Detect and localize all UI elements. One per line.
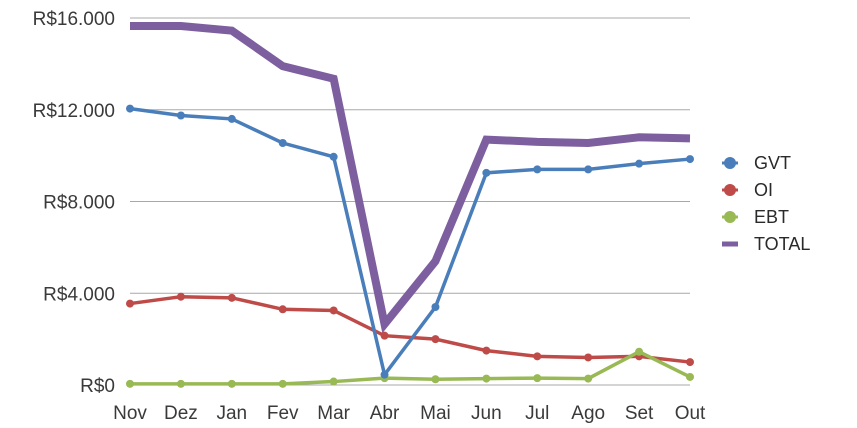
data-point-gvt xyxy=(278,139,287,148)
series-line-ebt xyxy=(130,349,691,386)
data-point-ebt xyxy=(635,347,644,356)
data-point-ebt xyxy=(584,374,593,383)
data-point-oi xyxy=(686,358,694,367)
y-tick-label: R$8.000 xyxy=(43,193,115,214)
data-point-oi xyxy=(431,335,440,344)
data-point-gvt xyxy=(126,104,134,113)
y-tick-label: R$12.000 xyxy=(33,101,115,122)
data-point-gvt xyxy=(584,165,593,174)
x-tick-label: Jul xyxy=(525,403,549,424)
grid-lines xyxy=(130,17,690,386)
series-ebt xyxy=(126,347,694,388)
x-tick-label: Mar xyxy=(317,403,350,424)
x-tick-label: Jun xyxy=(471,403,502,424)
legend-item-oi: OI xyxy=(722,180,773,200)
data-point-ebt xyxy=(126,379,134,388)
data-point-ebt xyxy=(329,377,338,386)
data-point-gvt xyxy=(176,111,185,120)
data-point-oi xyxy=(176,292,185,301)
x-tick-label: Ago xyxy=(571,403,605,424)
legend-label: EBT xyxy=(754,207,789,227)
legend-label: GVT xyxy=(754,153,791,173)
data-point-oi xyxy=(278,305,287,314)
y-tick-label: R$4.000 xyxy=(43,284,115,305)
x-tick-label: Mai xyxy=(420,403,451,424)
y-tick-label: R$16.000 xyxy=(33,9,115,30)
data-point-oi xyxy=(584,353,593,362)
legend-swatch-marker xyxy=(724,184,736,196)
data-point-ebt xyxy=(278,379,287,388)
data-point-oi xyxy=(533,352,542,361)
x-tick-label: Abr xyxy=(370,403,400,424)
legend-label: TOTAL xyxy=(754,234,810,254)
data-point-gvt xyxy=(329,152,338,161)
x-axis-tick-labels: Nov Dez Jan Fev Mar Abr Mai Jun Jul Ago Set Out xyxy=(113,403,706,424)
x-tick-label: Dez xyxy=(164,403,198,424)
legend-item-gvt: GVT xyxy=(722,153,791,173)
data-point-ebt xyxy=(533,374,542,383)
series-lines xyxy=(126,22,694,388)
data-point-gvt xyxy=(431,303,440,312)
data-point-oi xyxy=(126,299,134,308)
data-point-oi xyxy=(380,331,389,340)
legend-swatch-marker xyxy=(724,157,736,169)
y-axis-tick-labels: R$0 R$4.000 R$8.000 R$12.000 R$16.000 xyxy=(33,9,115,397)
legend: GVT OI EBT TOTAL xyxy=(722,153,810,254)
legend-item-ebt: EBT xyxy=(722,207,789,227)
series-gvt xyxy=(126,104,694,379)
x-tick-label: Jan xyxy=(216,403,247,424)
data-point-gvt xyxy=(482,168,491,177)
series-line-total xyxy=(130,22,691,334)
data-point-ebt xyxy=(686,372,694,381)
data-point-ebt xyxy=(431,375,440,384)
y-tick-label: R$0 xyxy=(80,376,115,397)
legend-swatch-marker xyxy=(724,211,736,223)
data-point-oi xyxy=(227,293,236,302)
data-point-ebt xyxy=(227,379,236,388)
series-oi xyxy=(126,292,694,367)
series-line-oi xyxy=(129,294,691,364)
data-point-gvt xyxy=(686,155,694,164)
x-tick-label: Fev xyxy=(267,403,299,424)
x-tick-label: Set xyxy=(625,403,654,424)
data-point-gvt xyxy=(380,370,389,379)
x-tick-label: Nov xyxy=(113,403,147,424)
data-point-oi xyxy=(329,306,338,315)
data-point-gvt xyxy=(635,159,644,168)
data-point-gvt xyxy=(227,114,236,123)
data-point-ebt xyxy=(176,379,185,388)
data-point-ebt xyxy=(482,374,491,383)
series-line-gvt xyxy=(129,106,691,379)
data-point-oi xyxy=(482,346,491,355)
x-tick-label: Out xyxy=(675,403,706,424)
legend-label: OI xyxy=(754,180,773,200)
series-total xyxy=(130,22,691,334)
legend-item-total: TOTAL xyxy=(722,234,810,254)
data-point-gvt xyxy=(533,165,542,174)
